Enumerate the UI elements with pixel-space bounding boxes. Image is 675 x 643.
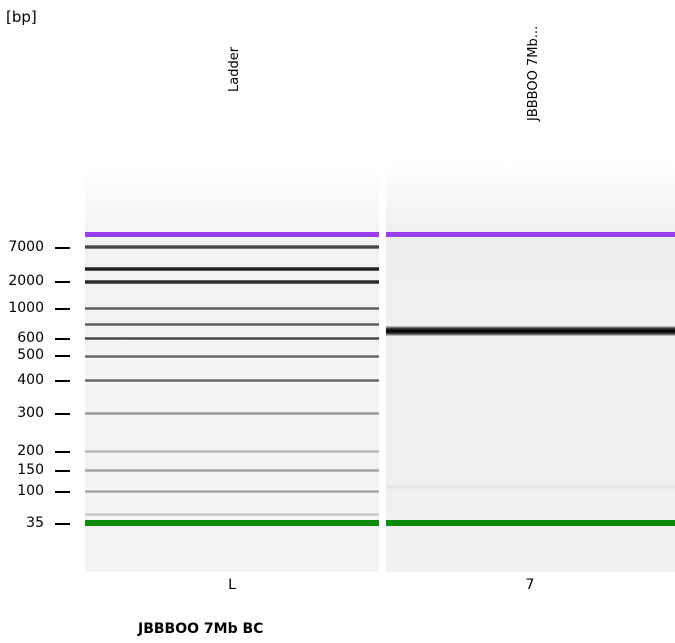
lower-marker-band (386, 520, 675, 526)
size-tick-35 (55, 523, 70, 525)
ladder-band-3000 (85, 267, 379, 271)
size-tick-7000 (55, 247, 70, 249)
size-label-150: 150 (17, 462, 44, 478)
lane-header-sample: JBBBOO 7Mb... (526, 25, 541, 121)
upper-marker-band (85, 232, 379, 237)
ladder-band-400 (85, 379, 379, 382)
lower-marker-band (85, 520, 379, 526)
lane-footer-ladder: L (228, 577, 236, 593)
size-label-200: 200 (17, 443, 44, 459)
size-label-500: 500 (17, 347, 44, 363)
sample-title: JBBBOO 7Mb BC (138, 621, 264, 637)
ladder-band-300 (85, 412, 379, 415)
size-tick-150 (55, 470, 70, 472)
size-label-35: 35 (26, 515, 44, 531)
size-tick-600 (55, 338, 70, 340)
ladder-band-600 (85, 337, 379, 340)
lane-footer-sample: 7 (525, 577, 535, 593)
ladder-band-7000 (85, 245, 379, 249)
gel-lane-sample (386, 160, 675, 572)
ladder-band-500 (85, 355, 379, 358)
sample-band-faint (386, 484, 675, 490)
lane-header-ladder: Ladder (227, 46, 242, 92)
size-tick-300 (55, 413, 70, 415)
size-tick-400 (55, 380, 70, 382)
ladder-band-100 (85, 490, 379, 493)
ladder-band-1000 (85, 307, 379, 310)
ladder-band-700 (85, 323, 379, 326)
size-label-7000: 7000 (8, 239, 44, 255)
size-tick-1000 (55, 308, 70, 310)
size-label-1000: 1000 (8, 300, 44, 316)
gel-lane-ladder (85, 160, 379, 572)
size-tick-500 (55, 355, 70, 357)
size-label-400: 400 (17, 372, 44, 388)
unit-label: [bp] (6, 8, 37, 26)
ladder-band-50 (85, 513, 379, 516)
size-label-100: 100 (17, 483, 44, 499)
size-label-2000: 2000 (8, 273, 44, 289)
size-tick-2000 (55, 281, 70, 283)
ladder-band-2000 (85, 280, 379, 284)
size-tick-200 (55, 451, 70, 453)
size-label-300: 300 (17, 405, 44, 421)
size-label-600: 600 (17, 330, 44, 346)
upper-marker-band (386, 232, 675, 237)
sample-band-main (386, 326, 675, 336)
size-tick-100 (55, 491, 70, 493)
ladder-band-200 (85, 450, 379, 453)
ladder-band-150 (85, 469, 379, 472)
